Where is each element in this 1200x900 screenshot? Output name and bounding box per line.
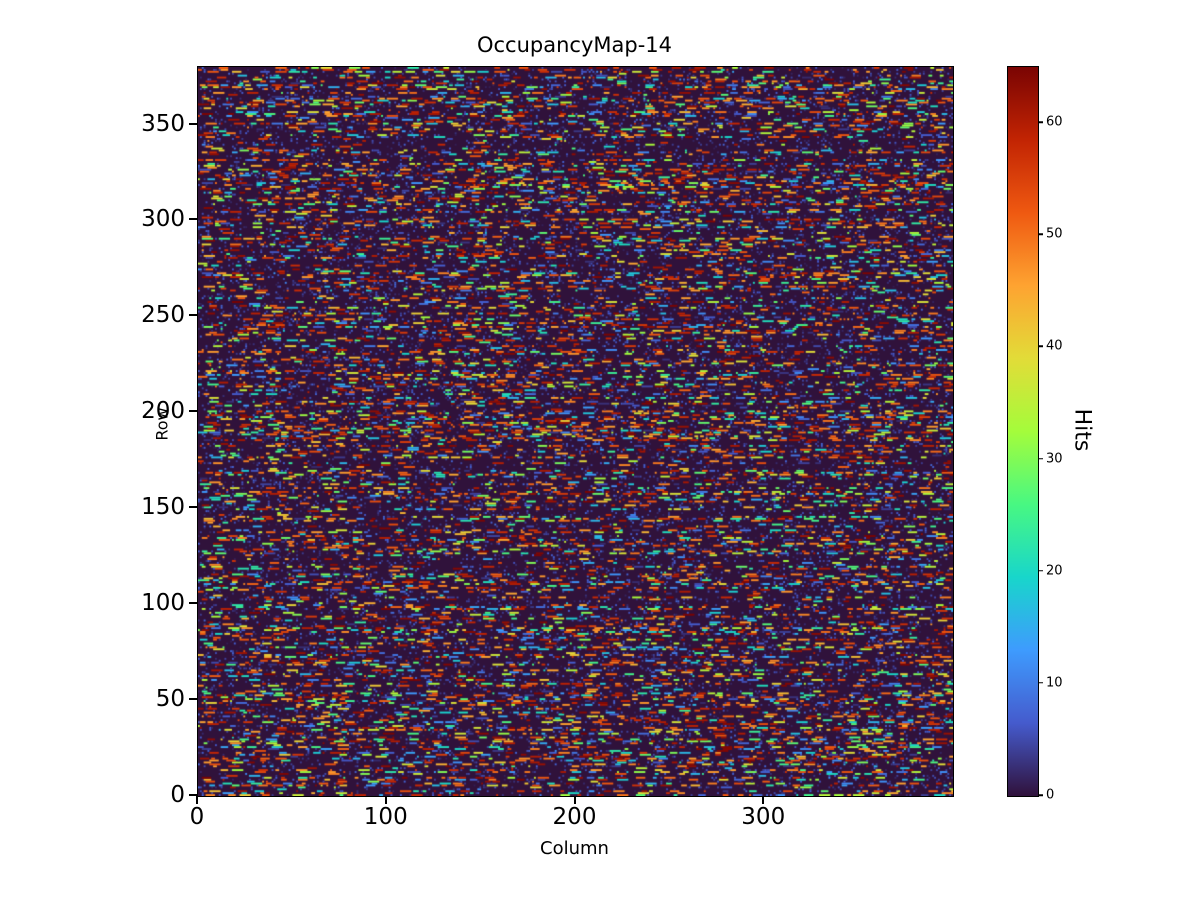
y-tick-label: 0	[170, 782, 185, 808]
colorbar-gradient	[1007, 66, 1039, 797]
colorbar-tick-mark	[1038, 121, 1043, 123]
colorbar-tick-mark	[1038, 794, 1043, 796]
y-tick-label: 100	[141, 590, 185, 617]
y-tick-mark	[189, 218, 197, 221]
x-tick-label: 200	[552, 804, 597, 830]
colorbar-tick-label: 40	[1046, 338, 1063, 354]
x-tick-mark	[762, 796, 765, 804]
y-tick-mark	[189, 602, 197, 605]
y-tick-mark	[189, 794, 197, 796]
y-tick-mark	[189, 314, 197, 317]
heatmap-plot-area	[197, 66, 954, 797]
y-tick-mark	[189, 698, 197, 701]
x-axis-label: Column	[540, 838, 609, 859]
y-tick-label: 50	[155, 686, 185, 713]
colorbar-tick-label: 20	[1046, 563, 1063, 579]
y-tick-label: 200	[141, 398, 185, 425]
colorbar-tick-label: 10	[1046, 675, 1063, 691]
y-tick-label: 300	[141, 206, 185, 233]
y-tick-mark	[189, 410, 197, 413]
colorbar-tick-mark	[1038, 682, 1043, 684]
chart-title: OccupancyMap-14	[476, 33, 673, 57]
colorbar-tick-label: 30	[1046, 451, 1063, 467]
colorbar-tick-mark	[1038, 569, 1043, 572]
y-tick-label: 350	[141, 110, 185, 137]
colorbar-tick-mark	[1038, 233, 1043, 235]
colorbar-tick-label: 50	[1046, 226, 1063, 242]
colorbar-tick-mark	[1038, 457, 1043, 460]
x-tick-mark	[384, 796, 387, 804]
y-tick-mark	[189, 122, 197, 125]
y-tick-mark	[189, 506, 197, 509]
x-tick-label: 300	[741, 804, 786, 830]
colorbar-tick-mark	[1038, 345, 1043, 348]
x-tick-mark	[196, 796, 198, 804]
x-tick-label: 0	[189, 804, 205, 830]
colorbar-tick-label: 0	[1046, 787, 1055, 803]
colorbar-tick-label: 60	[1046, 114, 1063, 130]
heatmap-canvas	[198, 67, 953, 796]
y-tick-label: 250	[141, 302, 185, 329]
x-tick-label: 100	[363, 804, 408, 830]
y-tick-label: 150	[141, 494, 185, 521]
x-tick-mark	[573, 796, 576, 804]
